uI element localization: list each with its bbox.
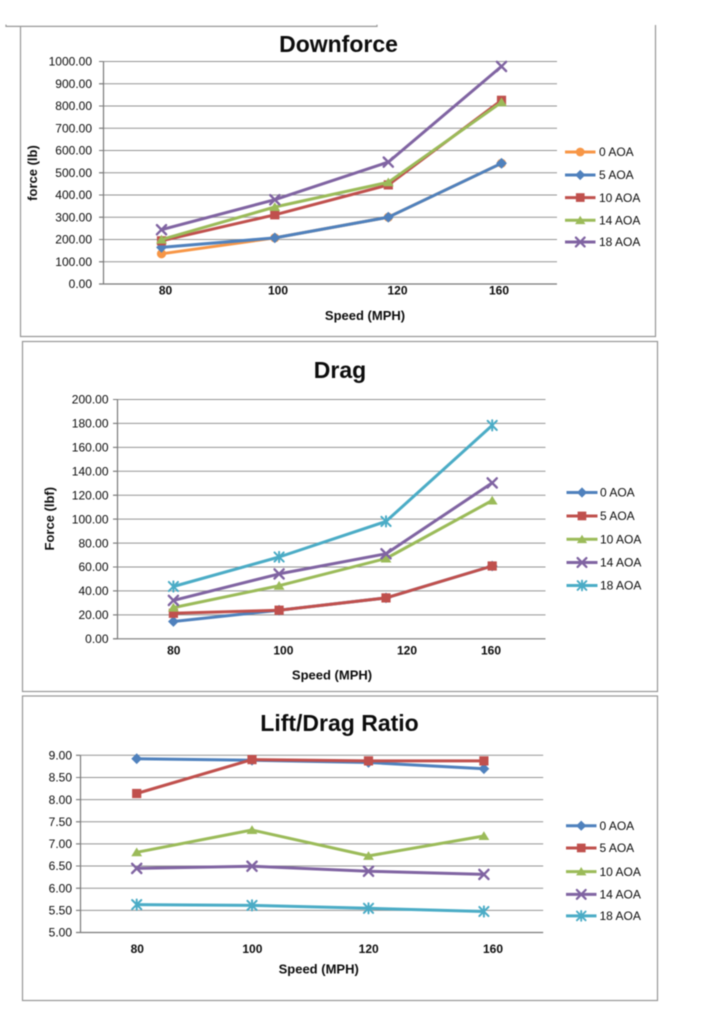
svg-text:Speed (MPH): Speed (MPH) bbox=[325, 308, 405, 323]
svg-text:10 AOA: 10 AOA bbox=[599, 191, 640, 205]
svg-text:Downforce: Downforce bbox=[279, 31, 398, 57]
svg-text:60.00: 60.00 bbox=[78, 560, 108, 574]
svg-text:800.00: 800.00 bbox=[55, 99, 92, 113]
svg-text:0 AOA: 0 AOA bbox=[600, 486, 635, 500]
svg-text:120: 120 bbox=[359, 942, 379, 956]
svg-text:8.00: 8.00 bbox=[49, 793, 73, 807]
svg-text:100.00: 100.00 bbox=[72, 512, 109, 526]
svg-text:400.00: 400.00 bbox=[55, 188, 92, 202]
svg-text:7.00: 7.00 bbox=[49, 837, 73, 851]
svg-text:18 AOA: 18 AOA bbox=[600, 579, 641, 593]
svg-text:100: 100 bbox=[242, 942, 262, 956]
svg-text:900.00: 900.00 bbox=[55, 77, 92, 91]
svg-text:120.00: 120.00 bbox=[72, 488, 109, 502]
svg-text:14 AOA: 14 AOA bbox=[599, 214, 640, 228]
svg-text:180.00: 180.00 bbox=[72, 417, 109, 431]
svg-text:700.00: 700.00 bbox=[55, 121, 92, 135]
svg-text:160: 160 bbox=[481, 644, 501, 658]
svg-text:200.00: 200.00 bbox=[72, 393, 109, 407]
svg-text:140.00: 140.00 bbox=[72, 465, 109, 479]
svg-text:5.50: 5.50 bbox=[49, 904, 73, 918]
svg-text:5 AOA: 5 AOA bbox=[600, 509, 635, 523]
svg-text:Speed (MPH): Speed (MPH) bbox=[279, 962, 359, 977]
svg-text:80: 80 bbox=[159, 284, 173, 298]
svg-text:600.00: 600.00 bbox=[55, 144, 92, 158]
svg-text:Drag: Drag bbox=[314, 357, 366, 383]
svg-text:6.00: 6.00 bbox=[49, 881, 73, 895]
svg-text:200.00: 200.00 bbox=[55, 233, 92, 247]
svg-text:100: 100 bbox=[273, 644, 293, 658]
svg-text:20.00: 20.00 bbox=[78, 608, 108, 622]
svg-text:10 AOA: 10 AOA bbox=[600, 865, 641, 879]
svg-text:0 AOA: 0 AOA bbox=[600, 819, 635, 833]
svg-text:120: 120 bbox=[387, 284, 407, 298]
svg-text:160: 160 bbox=[489, 284, 509, 298]
svg-text:5 AOA: 5 AOA bbox=[600, 841, 635, 855]
svg-text:40.00: 40.00 bbox=[78, 584, 108, 598]
svg-text:Speed (MPH): Speed (MPH) bbox=[292, 668, 372, 683]
svg-text:160.00: 160.00 bbox=[72, 441, 109, 455]
svg-text:80: 80 bbox=[131, 942, 145, 956]
svg-text:300.00: 300.00 bbox=[55, 210, 92, 224]
svg-text:1000.00: 1000.00 bbox=[49, 55, 93, 69]
svg-text:5.00: 5.00 bbox=[49, 926, 73, 940]
svg-text:100.00: 100.00 bbox=[55, 255, 92, 269]
svg-text:160: 160 bbox=[483, 942, 503, 956]
svg-text:80: 80 bbox=[167, 644, 181, 658]
svg-text:18 AOA: 18 AOA bbox=[599, 235, 640, 249]
svg-text:14 AOA: 14 AOA bbox=[600, 556, 641, 570]
svg-text:14 AOA: 14 AOA bbox=[600, 888, 641, 902]
svg-text:100: 100 bbox=[268, 284, 288, 298]
svg-text:9.00: 9.00 bbox=[49, 749, 73, 763]
svg-text:force (lb): force (lb) bbox=[25, 145, 40, 201]
svg-text:0.00: 0.00 bbox=[69, 277, 93, 291]
svg-text:0.00: 0.00 bbox=[85, 632, 109, 646]
svg-text:120: 120 bbox=[397, 644, 417, 658]
svg-text:8.50: 8.50 bbox=[49, 771, 73, 785]
svg-text:10 AOA: 10 AOA bbox=[600, 533, 641, 547]
svg-text:5 AOA: 5 AOA bbox=[599, 168, 634, 182]
svg-text:6.50: 6.50 bbox=[49, 859, 73, 873]
svg-text:Force (lbf): Force (lbf) bbox=[42, 487, 57, 551]
svg-text:80.00: 80.00 bbox=[78, 536, 108, 550]
svg-text:7.50: 7.50 bbox=[49, 815, 73, 829]
svg-text:Lift/Drag Ratio: Lift/Drag Ratio bbox=[260, 710, 418, 736]
svg-text:500.00: 500.00 bbox=[55, 166, 92, 180]
svg-text:0 AOA: 0 AOA bbox=[599, 145, 634, 159]
svg-text:18 AOA: 18 AOA bbox=[600, 909, 641, 923]
